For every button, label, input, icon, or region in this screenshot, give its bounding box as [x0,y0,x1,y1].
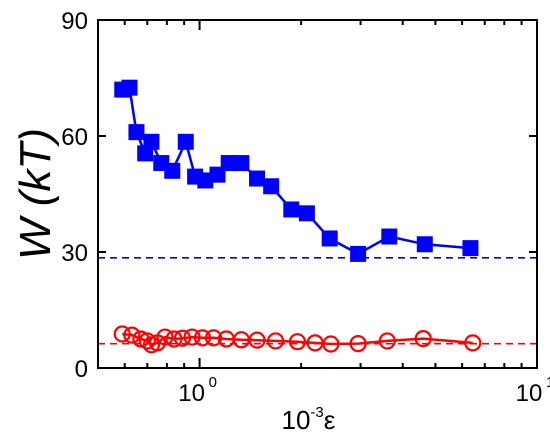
x-tick-base: 10 [178,380,205,407]
data-point-square [249,170,266,187]
x-tick-label: 101 [516,374,550,407]
data-point-circle [378,332,396,350]
data-point-circle [138,332,156,350]
series-2 [113,325,482,354]
plot-frame [97,19,538,369]
data-point-square [416,236,433,253]
y-tick-label: 60 [61,124,88,151]
y-tick-label: 30 [61,240,88,267]
data-point-square [143,133,160,150]
data-point-square [350,245,367,262]
data-point-circle [267,332,285,350]
data-point-square [233,155,250,172]
x-tick-label: 10 0 [178,374,217,407]
data-point-square [177,133,194,150]
y-tick-label: 90 [61,8,88,35]
x-axis-label: 10-3ε [282,404,336,435]
data-point-circle [248,331,266,349]
data-point-circle [183,328,201,346]
data-point-circle [123,326,141,344]
axis-labels: W (kT) 10-3ε [11,128,336,435]
x-tick-exponent: 1 [546,374,550,391]
data-point-circle [464,334,482,352]
data-point-circle [288,333,307,351]
data-point-circle [165,330,183,348]
data-point-circle [156,328,174,346]
data-point-square [462,240,479,257]
data-point-circle [322,335,340,353]
data-point-square [263,178,280,195]
x-tick-exponent: 0 [209,374,217,391]
x-tick-base: 10 [516,380,543,407]
series-layer [113,79,482,354]
data-point-square [283,201,300,218]
data-point-circle [204,329,223,347]
data-point-square [321,230,338,247]
data-point-square [164,162,181,179]
axes [97,19,538,369]
series-1 [114,79,479,262]
data-point-circle [113,325,131,343]
data-point-square [121,79,138,96]
data-point-square [298,205,315,222]
data-point-circle [414,330,432,348]
data-point-square [381,228,398,245]
data-point-circle [349,335,367,353]
data-point-circle [193,329,212,347]
y-axis-label: W (kT) [11,128,60,260]
data-point-square [128,124,145,141]
tick-labels: 0306090100101 [61,8,550,407]
data-point-circle [173,329,192,347]
y-tick-label: 0 [75,356,88,383]
